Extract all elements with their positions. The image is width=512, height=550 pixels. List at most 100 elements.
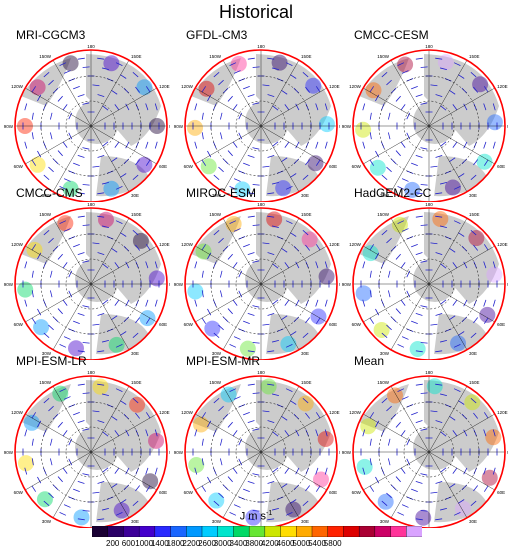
flux-vector [401, 396, 409, 400]
longitude-label: 60W [184, 490, 194, 495]
map-panel: MRI-CGCM3180090W90E120W150W120E150E60W30… [0, 28, 170, 202]
flux-vector [48, 166, 54, 173]
flux-vector [439, 339, 447, 343]
flux-vector [24, 467, 28, 475]
longitude-label: 180 [257, 44, 265, 49]
longitude-label: 60W [352, 490, 362, 495]
flux-vector [194, 429, 198, 437]
meridian-line [428, 451, 468, 518]
flux-vector [252, 102, 260, 105]
flux-vector [315, 412, 321, 419]
flux-vector [49, 132, 53, 140]
flux-patch [486, 266, 503, 283]
flux-vector [48, 492, 54, 499]
flux-vector [285, 220, 293, 224]
flux-vector [420, 184, 428, 186]
flux-vector [49, 270, 53, 278]
flux-vector [102, 141, 109, 147]
flux-vector [387, 290, 391, 298]
flux-patch [404, 181, 421, 198]
flux-vector [387, 132, 391, 140]
flux-vector [207, 94, 212, 102]
flux-vector [97, 518, 105, 521]
land-mass [413, 100, 457, 144]
flux-vector [483, 317, 489, 324]
flux-vector [227, 421, 233, 428]
flux-patch [297, 395, 314, 412]
flux-vector [411, 320, 418, 324]
land-mass [245, 258, 289, 302]
colorbar-tick-label: 4200 [260, 539, 279, 548]
flux-vector [386, 492, 392, 499]
flux-vector [68, 438, 73, 446]
longitude-label: 150W [209, 54, 222, 59]
longitude-label: 90W [4, 282, 14, 287]
longitude-label: 180 [87, 370, 95, 375]
flux-vector [452, 104, 458, 111]
polar-map: 180090W90E120W150W120E150E60W30W60E30E [174, 370, 340, 528]
map-panel: MPI-ESM-MR180090W90E120W150W120E150E60W3… [170, 354, 340, 528]
flux-vector [397, 186, 405, 190]
polar-map: 180090W90E120W150W120E150E60W30W60E30E [174, 202, 340, 360]
flux-patch [444, 179, 461, 196]
flux-patch [476, 153, 493, 170]
meridian-line [25, 245, 92, 285]
flux-vector [48, 324, 54, 331]
longitude-label: 30W [212, 351, 222, 356]
meridian-line [428, 451, 495, 491]
flux-vector [252, 260, 260, 263]
longitude-label: 30E [131, 351, 139, 356]
longitude-label: 120W [181, 242, 194, 247]
flux-vector [201, 438, 204, 446]
flux-vector [267, 94, 275, 98]
flux-vector [302, 398, 309, 404]
meridian-line [363, 413, 430, 453]
flux-vector [285, 186, 293, 190]
flux-vector [397, 344, 405, 348]
flux-vector [43, 332, 50, 338]
meridian-line [363, 245, 430, 285]
flux-vector [470, 72, 477, 78]
flux-vector [483, 159, 489, 166]
meridian-line [222, 125, 262, 192]
flux-vector [453, 344, 461, 348]
flux-patch [204, 320, 221, 337]
flux-vector [281, 415, 288, 421]
flux-patch [472, 76, 489, 93]
longitude-label: 90W [342, 124, 352, 129]
flux-vector [97, 480, 105, 484]
longitude-label: 120W [349, 84, 362, 89]
flux-vector [415, 312, 423, 316]
map-rim [352, 49, 506, 202]
flux-vector [218, 492, 224, 499]
flux-vector [82, 147, 90, 150]
flux-vector [62, 430, 68, 437]
flux-vector [135, 317, 141, 324]
flux-vector [111, 483, 118, 489]
flux-vector [62, 141, 68, 148]
flux-patch [139, 310, 156, 327]
flux-vector [97, 420, 105, 424]
flux-patch [437, 54, 454, 71]
flux-vector [415, 420, 423, 424]
longitude-label: 90E [507, 124, 508, 129]
flux-vector [114, 430, 120, 437]
flux-vector [194, 141, 198, 149]
flux-vector [238, 112, 243, 120]
flux-vector [77, 350, 85, 353]
flux-vector [284, 299, 290, 306]
flux-vector [229, 62, 237, 66]
flux-vector [290, 499, 297, 504]
meridian-line [222, 451, 262, 518]
flux-vector [281, 483, 288, 489]
map-rim [14, 49, 168, 202]
colorbar-tick-label: 1400 [150, 539, 169, 548]
flux-vector [375, 150, 380, 158]
flux-vector [369, 485, 375, 492]
flux-vector [281, 247, 288, 253]
flux-vector [57, 150, 63, 157]
flux-vector [284, 262, 290, 269]
flux-vector [125, 429, 130, 437]
flux-vector [411, 86, 418, 90]
meridian-line [52, 125, 92, 192]
